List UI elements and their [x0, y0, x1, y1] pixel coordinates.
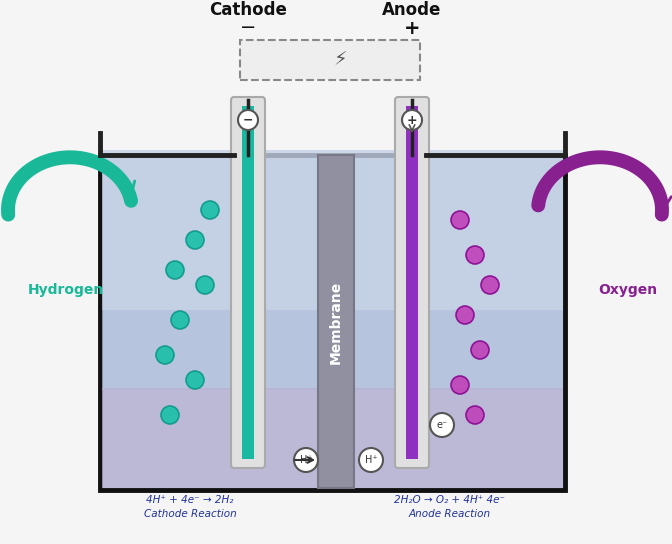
Text: H⁺: H⁺ — [300, 455, 312, 465]
Text: −: − — [240, 18, 256, 38]
Circle shape — [196, 276, 214, 294]
Bar — [102, 388, 563, 488]
Bar — [102, 150, 563, 310]
Circle shape — [359, 448, 383, 472]
Text: e⁻: e⁻ — [436, 420, 448, 430]
Bar — [102, 310, 563, 390]
Text: +: + — [407, 114, 417, 127]
Bar — [318, 155, 354, 488]
Bar — [406, 106, 418, 459]
Circle shape — [456, 306, 474, 324]
Circle shape — [201, 201, 219, 219]
Text: +: + — [404, 18, 420, 38]
Circle shape — [430, 413, 454, 437]
Text: 2H₂O → O₂ + 4H⁺ 4e⁻: 2H₂O → O₂ + 4H⁺ 4e⁻ — [394, 495, 505, 505]
Circle shape — [166, 261, 184, 279]
Text: 4H⁺ + 4e⁻ → 2H₂: 4H⁺ + 4e⁻ → 2H₂ — [146, 495, 234, 505]
Circle shape — [186, 231, 204, 249]
Circle shape — [471, 341, 489, 359]
Text: Cathode Reaction: Cathode Reaction — [144, 509, 237, 519]
FancyBboxPatch shape — [395, 97, 429, 468]
Text: Oxygen: Oxygen — [598, 283, 657, 297]
Text: ⚡: ⚡ — [333, 51, 347, 70]
Bar — [240, 40, 420, 80]
Bar — [242, 106, 254, 459]
Text: Cathode: Cathode — [209, 1, 287, 19]
Text: Anode Reaction: Anode Reaction — [409, 509, 491, 519]
Circle shape — [161, 406, 179, 424]
Text: Anode: Anode — [382, 1, 442, 19]
Bar — [100, 155, 565, 490]
Circle shape — [171, 311, 189, 329]
Text: Hydrogen: Hydrogen — [28, 283, 104, 297]
Circle shape — [156, 346, 174, 364]
FancyBboxPatch shape — [231, 97, 265, 468]
Circle shape — [402, 110, 422, 130]
Text: H⁺: H⁺ — [365, 455, 377, 465]
Circle shape — [451, 211, 469, 229]
Circle shape — [294, 448, 318, 472]
Circle shape — [466, 246, 484, 264]
Text: Membrane: Membrane — [329, 280, 343, 363]
Circle shape — [466, 406, 484, 424]
Circle shape — [481, 276, 499, 294]
Circle shape — [451, 376, 469, 394]
Circle shape — [186, 371, 204, 389]
Text: −: − — [243, 114, 253, 127]
Circle shape — [238, 110, 258, 130]
